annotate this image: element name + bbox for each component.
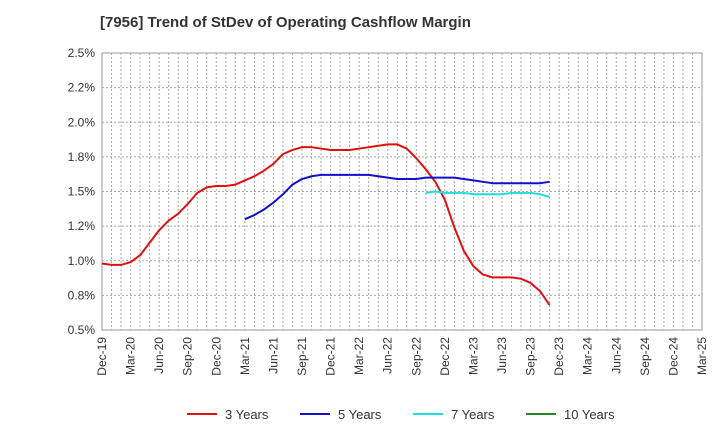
x-tick-label: Jun-21 bbox=[266, 337, 280, 374]
y-tick-label: 0.5% bbox=[68, 323, 96, 337]
x-tick-label: Jun-23 bbox=[495, 337, 509, 374]
series-line-7-years bbox=[425, 190, 550, 199]
x-tick-label: Mar-21 bbox=[238, 337, 252, 375]
x-tick-label: Sep-22 bbox=[409, 337, 423, 376]
y-tick-label: 2.0% bbox=[68, 115, 96, 129]
x-tick-label: Dec-22 bbox=[438, 337, 452, 376]
x-tick-label: Sep-20 bbox=[181, 337, 195, 376]
x-tick-label: Dec-24 bbox=[666, 337, 680, 376]
legend-label: 3 Years bbox=[225, 407, 269, 422]
chart-title: [7956] Trend of StDev of Operating Cashf… bbox=[100, 14, 471, 31]
grid-lines bbox=[102, 53, 702, 330]
y-tick-label: 1.2% bbox=[68, 219, 96, 233]
x-tick-label: Mar-24 bbox=[581, 337, 595, 375]
series-line-3-years bbox=[101, 143, 551, 306]
x-tick-label: Sep-23 bbox=[524, 337, 538, 376]
x-tick-label: Mar-22 bbox=[352, 337, 366, 375]
x-tick-label: Dec-23 bbox=[552, 337, 566, 376]
x-tick-label: Dec-21 bbox=[324, 337, 338, 376]
x-tick-label: Dec-19 bbox=[95, 337, 109, 376]
x-tick-label: Mar-20 bbox=[124, 337, 138, 375]
x-tick-label: Sep-24 bbox=[638, 337, 652, 376]
x-tick-label: Dec-20 bbox=[209, 337, 223, 376]
legend-label: 10 Years bbox=[564, 407, 615, 422]
y-tick-label: 2.2% bbox=[68, 81, 96, 95]
y-tick-label: 1.0% bbox=[68, 254, 96, 268]
x-tick-label: Jun-20 bbox=[152, 337, 166, 374]
y-tick-label: 0.8% bbox=[68, 288, 96, 302]
series-line-5-years bbox=[244, 173, 550, 221]
legend-label: 5 Years bbox=[338, 407, 382, 422]
y-tick-label: 1.5% bbox=[68, 185, 96, 199]
y-tick-label: 1.8% bbox=[68, 150, 96, 164]
legend-label: 7 Years bbox=[451, 407, 495, 422]
x-tick-label: Jun-24 bbox=[609, 337, 623, 374]
x-tick-label: Sep-21 bbox=[295, 337, 309, 376]
x-tick-label: Mar-23 bbox=[466, 337, 480, 375]
x-tick-label: Mar-25 bbox=[695, 337, 709, 375]
y-tick-label: 2.5% bbox=[68, 46, 96, 60]
x-tick-label: Jun-22 bbox=[381, 337, 395, 374]
